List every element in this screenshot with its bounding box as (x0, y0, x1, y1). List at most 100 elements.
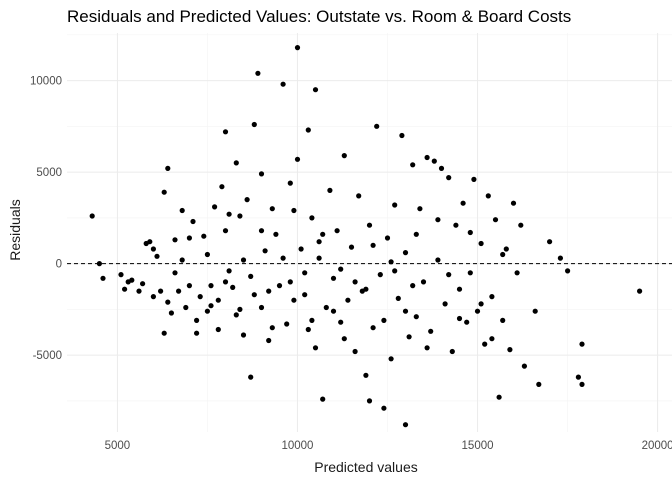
x-tick-label: 15000 (462, 440, 494, 452)
data-point (215, 326, 221, 333)
data-point (122, 286, 128, 292)
data-point (395, 295, 401, 301)
data-point (460, 200, 466, 206)
data-point (305, 127, 311, 133)
data-point (449, 348, 455, 355)
data-point (316, 255, 322, 261)
data-point (341, 336, 347, 342)
data-point (456, 286, 463, 292)
data-point (172, 270, 178, 276)
data-point (402, 308, 409, 314)
x-tick-label: 20000 (642, 440, 672, 452)
data-point (186, 235, 192, 241)
data-point (237, 306, 243, 312)
data-point (446, 175, 452, 181)
x-axis-ticks: 5000 10000 15000 20000 (105, 440, 672, 452)
data-point (219, 184, 225, 190)
data-point (345, 297, 351, 303)
data-point (446, 272, 452, 278)
data-point (637, 288, 643, 294)
data-point (518, 222, 524, 228)
data-point (557, 255, 564, 261)
data-point (183, 304, 189, 311)
data-point (413, 231, 419, 237)
data-point (161, 189, 167, 195)
data-point (280, 81, 286, 87)
data-point (467, 270, 473, 276)
data-point (496, 394, 502, 400)
data-point (197, 294, 203, 300)
data-point (251, 292, 257, 298)
data-point (309, 317, 315, 323)
data-point (176, 288, 182, 294)
data-point (240, 332, 247, 338)
x-axis-title: Predicted values (314, 459, 418, 475)
data-point (179, 207, 185, 214)
data-point (381, 317, 387, 323)
data-point (471, 176, 477, 182)
data-point (442, 301, 448, 307)
data-point (100, 275, 106, 281)
data-point (280, 255, 286, 261)
data-point (89, 213, 95, 219)
data-point (521, 363, 528, 369)
data-point (381, 405, 387, 411)
data-point (323, 304, 329, 311)
data-point (536, 381, 542, 387)
data-point (179, 257, 185, 263)
data-point (464, 319, 470, 325)
data-point (402, 250, 409, 256)
data-point (208, 303, 214, 309)
data-point (222, 279, 229, 285)
data-point (428, 328, 434, 334)
y-tick-label: 10000 (30, 76, 62, 88)
data-point (406, 334, 412, 340)
data-point (233, 160, 239, 166)
data-point (255, 70, 261, 76)
data-point (302, 270, 308, 276)
data-point (410, 162, 416, 168)
data-point (366, 398, 373, 404)
data-point (244, 197, 250, 203)
grid (67, 33, 672, 432)
data-point (305, 326, 311, 333)
data-point (230, 284, 236, 290)
data-point (503, 246, 509, 252)
data-point (388, 259, 394, 265)
data-point (579, 341, 585, 347)
data-point (402, 422, 409, 428)
data-point (507, 347, 513, 353)
data-point (287, 180, 293, 186)
data-point (374, 123, 380, 129)
data-point (298, 246, 304, 252)
data-point (186, 283, 192, 289)
data-point (168, 310, 174, 316)
data-point (165, 299, 171, 305)
data-point (352, 279, 358, 285)
data-point (334, 228, 340, 234)
data-point (226, 211, 232, 217)
data-point (291, 297, 297, 303)
data-point (150, 294, 156, 300)
data-point (417, 206, 423, 212)
data-point (500, 251, 506, 258)
x-tick-label: 10000 (281, 440, 313, 452)
data-point (413, 314, 419, 320)
data-point (474, 308, 481, 314)
y-tick-label: 0 (56, 259, 62, 271)
data-points (89, 45, 643, 428)
data-point (366, 222, 373, 228)
data-point (453, 222, 459, 228)
data-point (327, 187, 333, 193)
data-point (204, 251, 210, 258)
data-point (348, 244, 355, 250)
data-point (510, 200, 517, 206)
data-point (258, 304, 265, 311)
data-point (482, 341, 488, 347)
data-point (269, 206, 275, 212)
data-point (165, 165, 171, 171)
data-point (266, 337, 272, 344)
data-point (302, 292, 308, 298)
data-point (579, 381, 585, 387)
